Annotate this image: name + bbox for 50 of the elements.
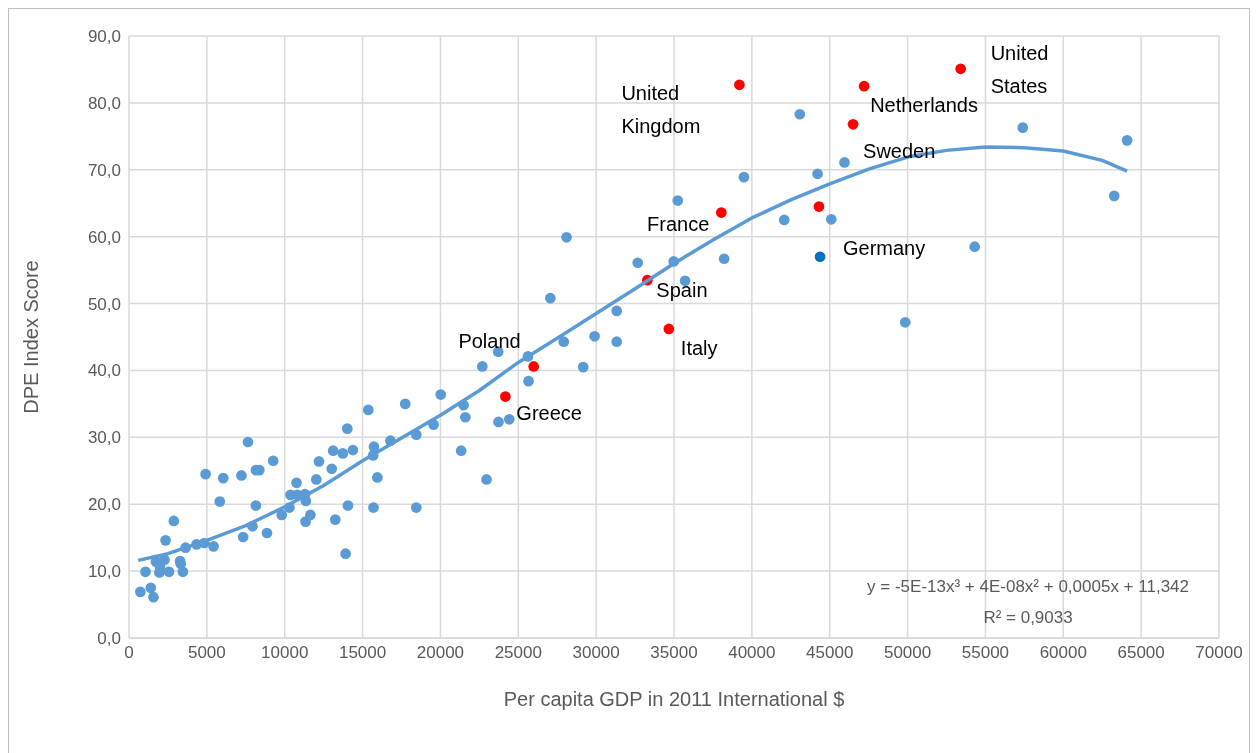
x-tick-label: 0 bbox=[124, 643, 134, 663]
point bbox=[663, 323, 675, 335]
y-tick-label: 70,0 bbox=[87, 160, 121, 180]
x-tick-label: 25000 bbox=[494, 643, 542, 663]
x-tick-label: 30000 bbox=[572, 643, 620, 663]
x-tick-label: 55000 bbox=[961, 643, 1010, 663]
annotation: United States bbox=[990, 41, 1049, 97]
annotation: France bbox=[647, 212, 710, 235]
point bbox=[955, 63, 967, 75]
annotation: Sweden bbox=[863, 140, 936, 163]
annotation: R² = 0,9033 bbox=[982, 607, 1074, 629]
y-tick-label: 80,0 bbox=[87, 93, 121, 113]
y-axis-title: DPE Index Score bbox=[20, 260, 43, 414]
x-tick-label: 40000 bbox=[728, 643, 776, 663]
x-tick-label: 15000 bbox=[338, 643, 387, 663]
point bbox=[500, 391, 511, 402]
y-tick-label: 60,0 bbox=[87, 227, 121, 247]
y-tick-label: 10,0 bbox=[87, 562, 121, 582]
x-tick-label: 70000 bbox=[1195, 643, 1243, 663]
annotation: y = -5E-13x³ + 4E-08x² + 0,0005x + 11,342 bbox=[867, 576, 1189, 598]
annotation: Italy bbox=[680, 336, 718, 359]
point bbox=[847, 118, 859, 130]
annotation: United Kingdom bbox=[621, 81, 701, 137]
annotation: Spain bbox=[656, 279, 708, 302]
x-tick-label: 10000 bbox=[261, 643, 309, 663]
x-tick-label: 50000 bbox=[883, 643, 932, 663]
annotation: Poland bbox=[458, 330, 521, 353]
y-tick-label: 50,0 bbox=[87, 294, 121, 314]
y-tick-label: 30,0 bbox=[87, 428, 121, 448]
y-tick-label: 40,0 bbox=[87, 361, 121, 381]
x-axis-title: Per capita GDP in 2011 International $ bbox=[503, 688, 845, 710]
x-tick-label: 45000 bbox=[806, 643, 854, 663]
point bbox=[528, 361, 540, 372]
annotation: Greece bbox=[516, 401, 582, 424]
x-tick-label: 20000 bbox=[416, 643, 465, 663]
x-tick-label: 60000 bbox=[1039, 643, 1087, 663]
y-tick-label: 0,0 bbox=[97, 629, 121, 649]
line-series bbox=[136, 145, 1129, 563]
annotation: Netherlands bbox=[870, 94, 978, 117]
y-tick-label: 90,0 bbox=[87, 27, 121, 47]
point bbox=[813, 201, 825, 212]
point bbox=[715, 207, 727, 218]
x-tick-label: 65000 bbox=[1117, 643, 1165, 663]
y-tick-label: 20,0 bbox=[87, 495, 121, 515]
point bbox=[858, 80, 870, 92]
point bbox=[814, 251, 826, 263]
x-tick-label: 35000 bbox=[650, 643, 698, 663]
annotation: Germany bbox=[842, 236, 926, 259]
x-tick-label: 5000 bbox=[187, 643, 226, 663]
point bbox=[734, 79, 745, 91]
